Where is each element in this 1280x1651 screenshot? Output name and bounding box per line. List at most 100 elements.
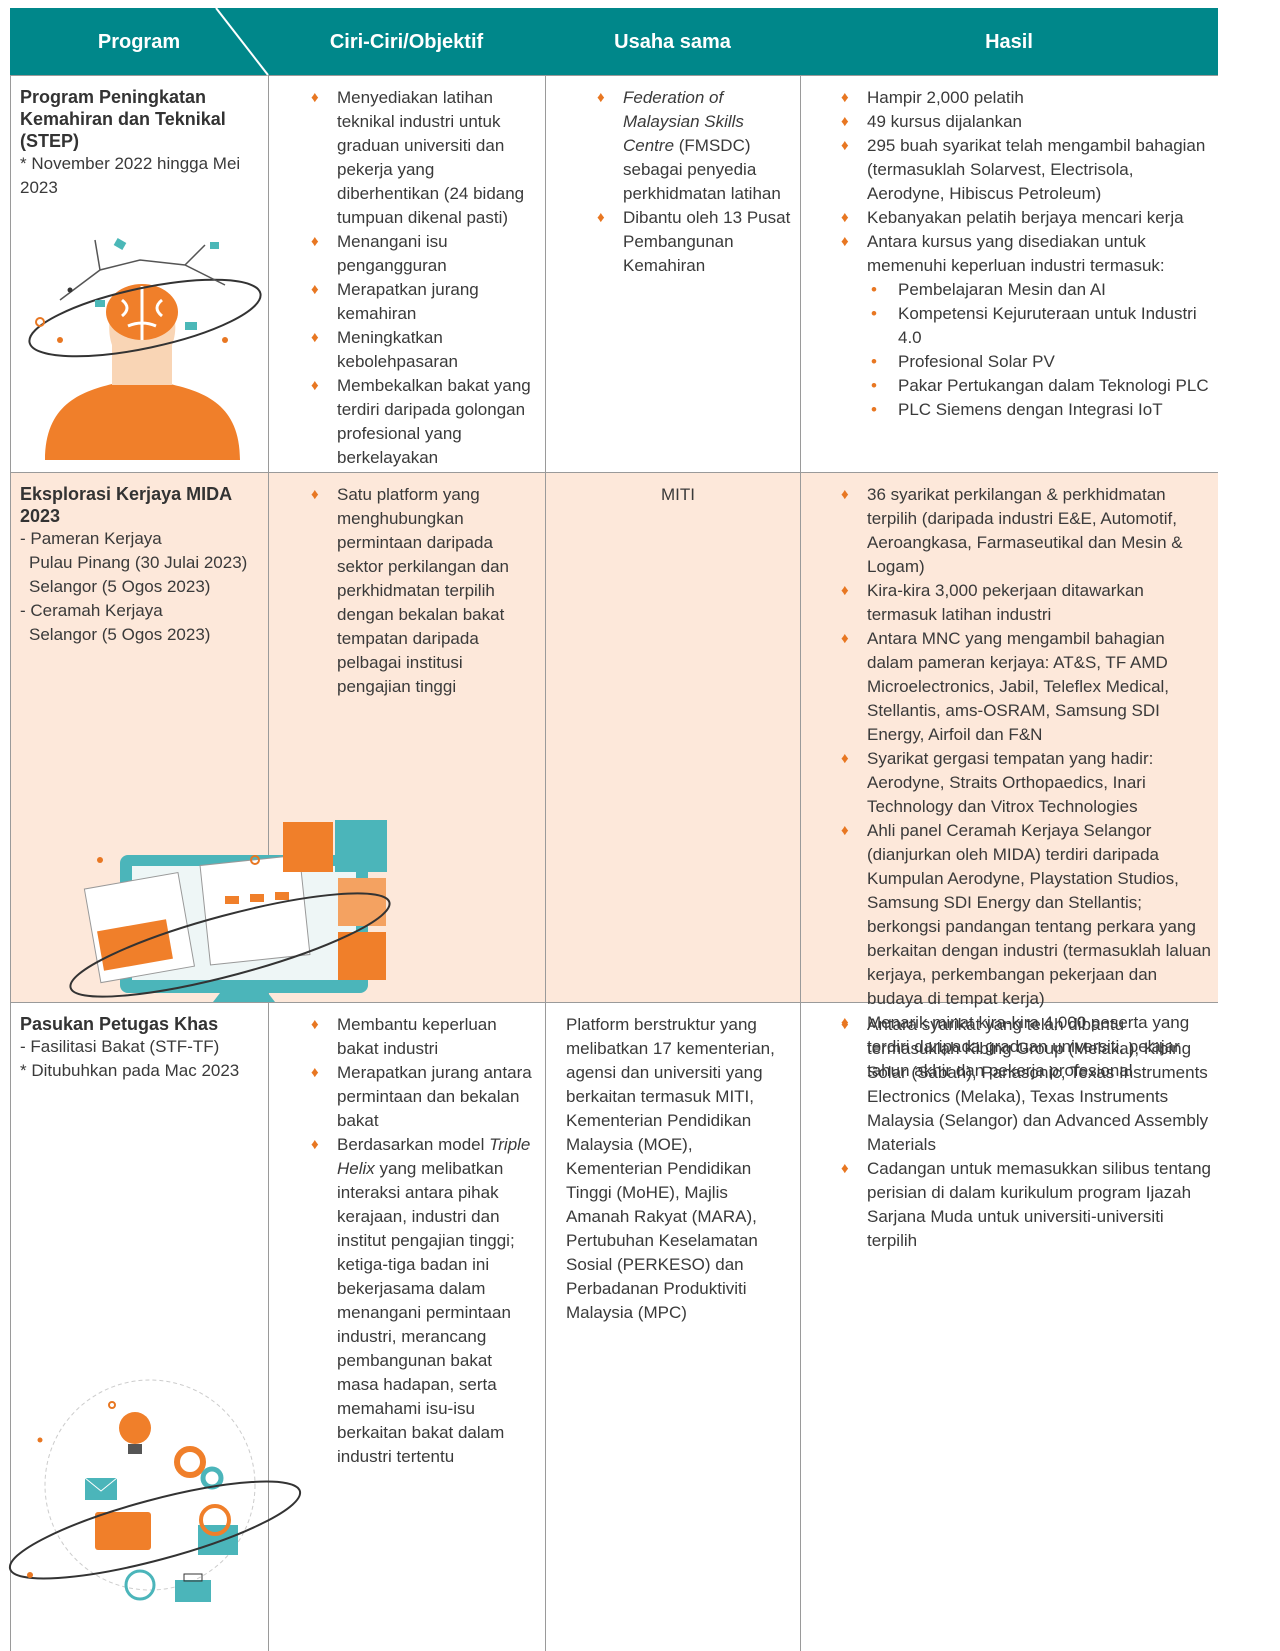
item-text: Menyediakan latihan teknikal industri un… (337, 88, 525, 227)
item-text: Dibantu oleh 13 Pusat Pembangunan Kemahi… (623, 208, 791, 275)
bullet-item: ♦ 36 syarikat perkilangan & perkhidmatan … (841, 483, 1212, 579)
results-cell: ♦ Hampir 2,000 pelatih ♦ 49 kursus dijalank… (800, 75, 1218, 472)
bullet-item: ♦ Hampir 2,000 pelatih (841, 86, 1212, 110)
item-text: Antara MNC yang mengambil bahagian dalam… (867, 629, 1170, 744)
item-text: Antara kursus yang disediakan untuk meme… (867, 232, 1165, 275)
item-text: Membekalkan bakat yang terdiri daripada … (337, 376, 531, 467)
bullet-diamond: ♦ (311, 329, 319, 346)
bullet-diamond: ♦ (841, 1016, 849, 1033)
item-text: 295 buah syarikat telah mengambil bahagi… (867, 136, 1206, 203)
item-text: Antara syarikat yang telah dibantu terma… (867, 1015, 1209, 1154)
item-text: Kira-kira 3,000 pekerjaan ditawarkan ter… (867, 581, 1144, 624)
item-text: Ahli panel Ceramah Kerjaya Selangor (dia… (867, 821, 1211, 1008)
item-text: Menangani isu pengangguran (337, 232, 448, 275)
bullet-item: ♦ Kira-kira 3,000 pekerjaan ditawarkan te… (841, 579, 1212, 627)
program-cell: Program Peningkatan Kemahiran dan Teknik… (10, 75, 268, 472)
bullet-diamond: ♦ (841, 486, 849, 503)
bullet-diamond: ♦ (311, 281, 319, 298)
item-text: Menarik minat kira-kira 4,000 peserta ya… (867, 1013, 1190, 1080)
bullet-item: ♦ Menyediakan latihan teknikal industri u… (311, 86, 537, 230)
item-text: Hampir 2,000 pelatih (867, 88, 1024, 107)
bullet-dot: • (871, 352, 877, 371)
bullet-diamond: ♦ (841, 630, 849, 647)
item-text: Berdasarkan model (337, 1135, 490, 1154)
bullet-list: ♦ Menyediakan latihan teknikal industri u… (269, 86, 545, 470)
bullet-item: ♦ Ahli panel Ceramah Kerjaya Selangor (di… (841, 819, 1212, 1011)
header-cell: Hasil (800, 8, 1218, 75)
item-text: Kompetensi Kejuruteraan untuk Industri 4… (898, 304, 1197, 347)
bullet-item: ♦ Antara syarikat yang telah dibantu term… (841, 1013, 1212, 1157)
bullet-list: ♦ Membantu keperluan bakat industri ♦ Merap… (269, 1013, 545, 1469)
partners-text: MITI (661, 485, 695, 504)
bullet-diamond: ♦ (311, 1016, 319, 1033)
sub-item: • Pembelajaran Mesin dan AI (871, 278, 1212, 302)
item-text: Syarikat gergasi tempatan yang hadir: Ae… (867, 749, 1154, 816)
item-text: PLC Siemens dengan Integrasi IoT (898, 400, 1163, 419)
bullet-dot: • (871, 400, 877, 419)
program-note: - Pameran Kerjaya (20, 529, 162, 548)
bullet-item: ♦ 295 buah syarikat telah mengambil bahag… (841, 134, 1212, 206)
program-note: Selangor (5 Ogos 2023) (29, 577, 211, 596)
objectives-cell: ♦ Satu platform yang menghubungkan permin… (268, 472, 545, 1002)
bullet-diamond: ♦ (841, 233, 849, 250)
bullet-list: ♦ Federation of Malaysian Skills Centre (… (546, 86, 800, 278)
bullet-diamond: ♦ (311, 233, 319, 250)
results-cell: ♦ Antara syarikat yang telah dibantu term… (800, 1002, 1218, 1651)
program-title: Eksplorasi Kerjaya MIDA 2023 (20, 484, 232, 526)
program-title: Pasukan Petugas Khas (20, 1014, 219, 1034)
bullet-dot: • (871, 376, 877, 395)
item-text: Membantu keperluan bakat industri (337, 1015, 497, 1058)
program-note: - Ceramah Kerjaya (20, 601, 163, 620)
bullet-item: ♦ 49 kursus dijalankan (841, 110, 1212, 134)
bullet-diamond: ♦ (597, 209, 605, 226)
bullet-list: ♦ Satu platform yang menghubungkan permin… (269, 483, 545, 699)
program-note: * November 2022 hingga Mei 2023 (20, 154, 241, 197)
item-text: Merapatkan jurang antara permintaan dan … (337, 1063, 532, 1130)
bullet-list: ♦ 36 syarikat perkilangan & perkhidmatan … (801, 483, 1218, 1083)
bullet-diamond: ♦ (841, 209, 849, 226)
bullet-list: ♦ Antara syarikat yang telah dibantu term… (801, 1013, 1218, 1253)
item-italic: Federation of Malaysian Skills Centre (623, 88, 744, 155)
sub-item: • Profesional Solar PV (871, 350, 1212, 374)
partners-cell: ♦ Federation of Malaysian Skills Centre (… (545, 75, 800, 472)
bullet-diamond: ♦ (311, 89, 319, 106)
item-text: yang melibatkan interaksi antara pihak k… (337, 1159, 515, 1466)
bullet-item: ♦ Membekalkan bakat yang terdiri daripada… (311, 374, 537, 470)
bullet-item: ♦ Cadangan untuk memasukkan silibus tenta… (841, 1157, 1212, 1253)
bullet-item: ♦ Merapatkan jurang antara permintaan dan… (311, 1061, 537, 1133)
item-text: Pembelajaran Mesin dan AI (898, 280, 1106, 299)
program-note: Pulau Pinang (30 Julai 2023) (29, 553, 248, 572)
item-text: (FMSDC) sebagai penyedia perkhidmatan la… (623, 136, 781, 203)
bullet-item: ♦ Satu platform yang menghubungkan permin… (311, 483, 537, 699)
bullet-item: ♦ Antara MNC yang mengambil bahagian dala… (841, 627, 1212, 747)
bullet-item: ♦ Membantu keperluan bakat industri (311, 1013, 537, 1061)
sub-list: • Pembelajaran Mesin dan AI • Kompetensi Ke… (867, 278, 1212, 422)
program-title: Program Peningkatan Kemahiran dan Teknik… (20, 87, 226, 151)
table: Program Ciri-Ciri/Objektif Usaha sama Ha… (10, 8, 1218, 1651)
bullet-diamond: ♦ (841, 822, 849, 839)
bullet-diamond: ♦ (841, 1014, 849, 1031)
bullet-list: ♦ Hampir 2,000 pelatih ♦ 49 kursus dijalank… (801, 86, 1218, 422)
objectives-cell: ♦ Menyediakan latihan teknikal industri u… (268, 75, 545, 472)
bullet-item: ♦ Dibantu oleh 13 Pusat Pembangunan Kemah… (597, 206, 792, 278)
program-cell: Pasukan Petugas Khas - Fasilitasi Bakat (… (10, 1002, 268, 1651)
header-cell: Ciri-Ciri/Objektif (268, 8, 545, 75)
item-text: 36 syarikat perkilangan & perkhidmatan t… (867, 485, 1183, 576)
item-italic: Triple Helix (337, 1135, 531, 1178)
partners-cell: MITI (545, 472, 800, 1002)
bullet-diamond: ♦ (311, 486, 319, 503)
bullet-diamond: ♦ (841, 750, 849, 767)
item-text: Pakar Pertukangan dalam Teknologi PLC (898, 376, 1209, 395)
sub-item: • Kompetensi Kejuruteraan untuk Industri … (871, 302, 1212, 350)
bullet-diamond: ♦ (597, 89, 605, 106)
item-text: Merapatkan jurang kemahiran (337, 280, 479, 323)
sub-item: • Pakar Pertukangan dalam Teknologi PLC (871, 374, 1212, 398)
header-cell: Program (10, 8, 268, 75)
bullet-diamond: ♦ (311, 1136, 319, 1153)
bullet-item: ♦ Merapatkan jurang kemahiran (311, 278, 537, 326)
bullet-item: ♦ Berdasarkan model Triple Helix yang mel… (311, 1133, 537, 1469)
program-note: - Fasilitasi Bakat (STF-TF) (20, 1037, 220, 1056)
bullet-diamond: ♦ (841, 113, 849, 130)
item-text: Profesional Solar PV (898, 352, 1055, 371)
objectives-cell: ♦ Membantu keperluan bakat industri ♦ Merap… (268, 1002, 545, 1651)
